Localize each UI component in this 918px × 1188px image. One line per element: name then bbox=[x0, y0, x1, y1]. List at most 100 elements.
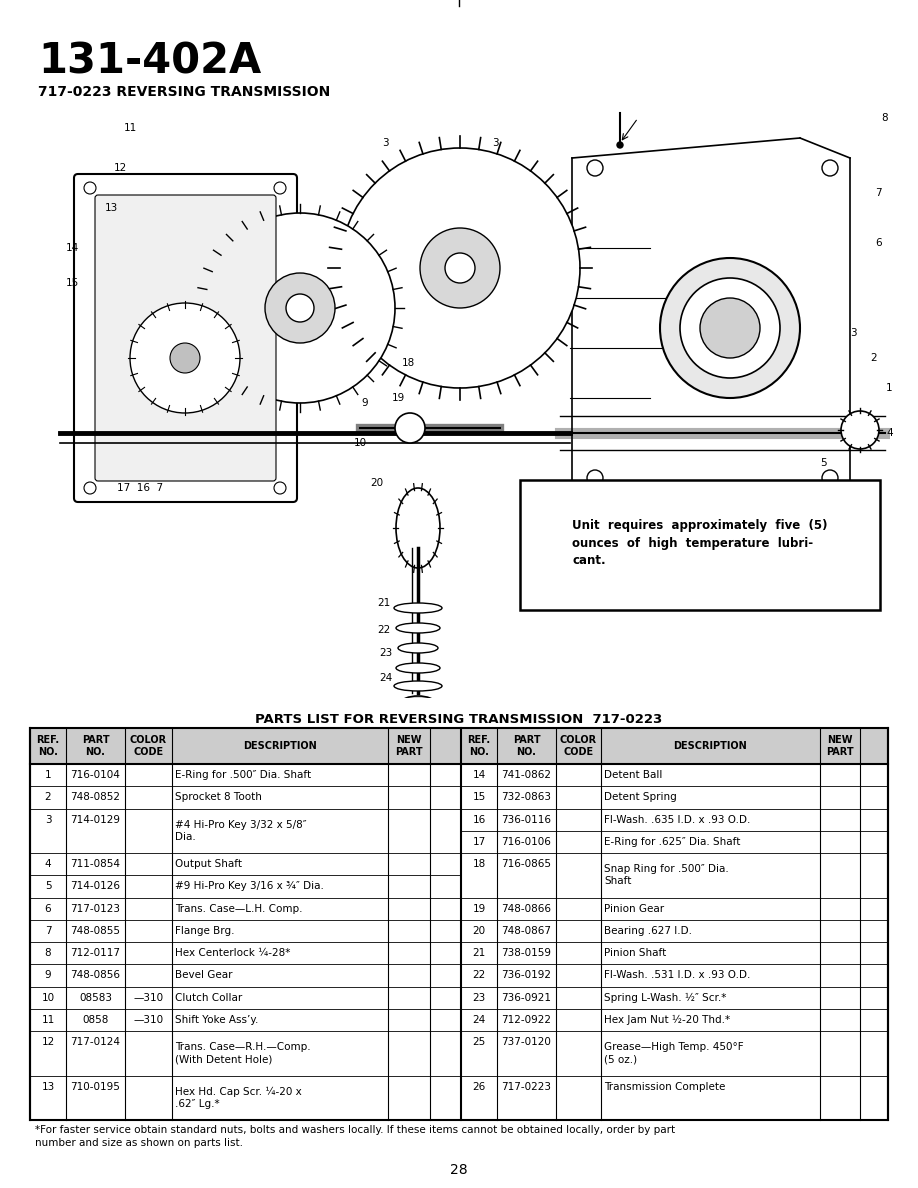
Text: 13: 13 bbox=[105, 203, 118, 213]
Text: COLOR
CODE: COLOR CODE bbox=[560, 735, 597, 757]
Text: 3: 3 bbox=[382, 138, 388, 148]
Text: #9 Hi-Pro Key 3/16 x ¾″ Dia.: #9 Hi-Pro Key 3/16 x ¾″ Dia. bbox=[175, 881, 324, 891]
Text: 24: 24 bbox=[379, 672, 392, 683]
Text: Flange Brg.: Flange Brg. bbox=[175, 925, 234, 936]
Text: 1: 1 bbox=[886, 383, 892, 393]
Text: 748-0852: 748-0852 bbox=[71, 792, 120, 802]
Text: Bearing .627 I.D.: Bearing .627 I.D. bbox=[604, 925, 692, 936]
Text: 736-0192: 736-0192 bbox=[501, 971, 552, 980]
Text: 7: 7 bbox=[45, 925, 51, 936]
Text: 5: 5 bbox=[45, 881, 51, 891]
Text: Hex Hd. Cap Scr. ¼-20 x
.62″ Lg.*: Hex Hd. Cap Scr. ¼-20 x .62″ Lg.* bbox=[175, 1087, 302, 1108]
Text: 20: 20 bbox=[473, 925, 486, 936]
Text: 711-0854: 711-0854 bbox=[71, 859, 120, 870]
Text: 714-0126: 714-0126 bbox=[71, 881, 120, 891]
Text: Fl-Wash. .635 I.D. x .93 O.D.: Fl-Wash. .635 I.D. x .93 O.D. bbox=[604, 815, 750, 824]
Text: Transmission Complete: Transmission Complete bbox=[604, 1081, 725, 1092]
Text: 748-0855: 748-0855 bbox=[71, 925, 120, 936]
Text: Fl-Wash. .531 I.D. x .93 O.D.: Fl-Wash. .531 I.D. x .93 O.D. bbox=[604, 971, 750, 980]
Text: REF.
NO.: REF. NO. bbox=[37, 735, 60, 757]
Text: 748-0866: 748-0866 bbox=[501, 904, 552, 914]
Text: Clutch Collar: Clutch Collar bbox=[175, 993, 242, 1003]
Ellipse shape bbox=[420, 228, 500, 308]
Text: 15: 15 bbox=[473, 792, 486, 802]
Text: 748-0867: 748-0867 bbox=[501, 925, 552, 936]
Text: 717-0124: 717-0124 bbox=[71, 1037, 120, 1047]
Ellipse shape bbox=[394, 681, 442, 691]
Text: Detent Spring: Detent Spring bbox=[604, 792, 677, 802]
Text: —310: —310 bbox=[133, 1015, 163, 1025]
Text: E-Ring for .500″ Dia. Shaft: E-Ring for .500″ Dia. Shaft bbox=[175, 770, 311, 781]
Ellipse shape bbox=[396, 623, 440, 633]
Text: #4 Hi-Pro Key 3/32 x 5/8″
Dia.: #4 Hi-Pro Key 3/32 x 5/8″ Dia. bbox=[175, 820, 307, 842]
Text: 18: 18 bbox=[402, 358, 415, 368]
Ellipse shape bbox=[587, 160, 603, 176]
Text: 21: 21 bbox=[376, 598, 390, 608]
FancyBboxPatch shape bbox=[95, 195, 276, 481]
Ellipse shape bbox=[394, 604, 442, 613]
Text: Shift Yoke Ass’y.: Shift Yoke Ass’y. bbox=[175, 1015, 258, 1025]
Text: Hex Centerlock ¼-28*: Hex Centerlock ¼-28* bbox=[175, 948, 290, 959]
Text: 12: 12 bbox=[114, 163, 127, 173]
Ellipse shape bbox=[700, 298, 760, 358]
Text: 3: 3 bbox=[850, 328, 856, 339]
Text: Detent Ball: Detent Ball bbox=[604, 770, 663, 781]
Text: 23: 23 bbox=[379, 647, 392, 658]
Ellipse shape bbox=[286, 293, 314, 322]
Text: 9: 9 bbox=[45, 971, 51, 980]
Text: Pinion Gear: Pinion Gear bbox=[604, 904, 664, 914]
Text: 716-0865: 716-0865 bbox=[501, 859, 552, 870]
Ellipse shape bbox=[398, 643, 438, 653]
Text: 2: 2 bbox=[45, 792, 51, 802]
Ellipse shape bbox=[587, 470, 603, 486]
Text: 12: 12 bbox=[41, 1037, 55, 1047]
Text: 18: 18 bbox=[473, 859, 486, 870]
Text: 10: 10 bbox=[353, 438, 366, 448]
Text: 22: 22 bbox=[473, 971, 486, 980]
Text: 741-0862: 741-0862 bbox=[501, 770, 552, 781]
Text: 710-0195: 710-0195 bbox=[71, 1081, 120, 1092]
Text: 712-0117: 712-0117 bbox=[71, 948, 120, 959]
Text: NEW
PART: NEW PART bbox=[395, 735, 423, 757]
Text: 3: 3 bbox=[492, 138, 498, 148]
Text: 10: 10 bbox=[41, 993, 54, 1003]
Text: Trans. Case—R.H.—Comp.
(With Detent Hole): Trans. Case—R.H.—Comp. (With Detent Hole… bbox=[175, 1042, 310, 1064]
Text: Spring L-Wash. ½″ Scr.*: Spring L-Wash. ½″ Scr.* bbox=[604, 993, 726, 1003]
Ellipse shape bbox=[396, 663, 440, 672]
Text: 4: 4 bbox=[45, 859, 51, 870]
Text: PARTS LIST FOR REVERSING TRANSMISSION  717-0223: PARTS LIST FOR REVERSING TRANSMISSION 71… bbox=[255, 713, 663, 726]
Text: 4: 4 bbox=[886, 428, 892, 438]
Text: 3: 3 bbox=[45, 815, 51, 824]
Text: NEW
PART: NEW PART bbox=[826, 735, 854, 757]
Ellipse shape bbox=[841, 411, 879, 449]
Text: 748-0856: 748-0856 bbox=[71, 971, 120, 980]
Text: 736-0921: 736-0921 bbox=[501, 993, 552, 1003]
Text: 11: 11 bbox=[123, 124, 137, 133]
Polygon shape bbox=[570, 118, 850, 498]
Text: 131-402A: 131-402A bbox=[38, 40, 262, 82]
Text: Output Shaft: Output Shaft bbox=[175, 859, 242, 870]
Ellipse shape bbox=[84, 482, 96, 494]
Ellipse shape bbox=[340, 148, 580, 388]
Text: 712-0922: 712-0922 bbox=[501, 1015, 552, 1025]
Text: Bevel Gear: Bevel Gear bbox=[175, 971, 232, 980]
Ellipse shape bbox=[822, 470, 838, 486]
Text: 26: 26 bbox=[473, 1081, 486, 1092]
Text: —310: —310 bbox=[133, 993, 163, 1003]
Ellipse shape bbox=[396, 488, 440, 568]
Ellipse shape bbox=[265, 273, 335, 343]
Ellipse shape bbox=[130, 303, 240, 413]
Text: 6: 6 bbox=[45, 904, 51, 914]
Text: 6: 6 bbox=[875, 238, 881, 248]
Text: 15: 15 bbox=[65, 278, 79, 287]
Bar bbox=[461, 728, 888, 764]
Text: Grease—High Temp. 450°F
(5 oz.): Grease—High Temp. 450°F (5 oz.) bbox=[604, 1042, 744, 1064]
Text: DESCRIPTION: DESCRIPTION bbox=[243, 741, 317, 751]
Text: Sprocket 8 Tooth: Sprocket 8 Tooth bbox=[175, 792, 262, 802]
Text: 25: 25 bbox=[473, 1037, 486, 1047]
Text: 717-0123: 717-0123 bbox=[71, 904, 120, 914]
Ellipse shape bbox=[84, 182, 96, 194]
Text: 716-0106: 716-0106 bbox=[501, 836, 552, 847]
Text: PART
NO.: PART NO. bbox=[82, 735, 109, 757]
Text: 717-0223 REVERSING TRANSMISSION: 717-0223 REVERSING TRANSMISSION bbox=[38, 86, 330, 99]
